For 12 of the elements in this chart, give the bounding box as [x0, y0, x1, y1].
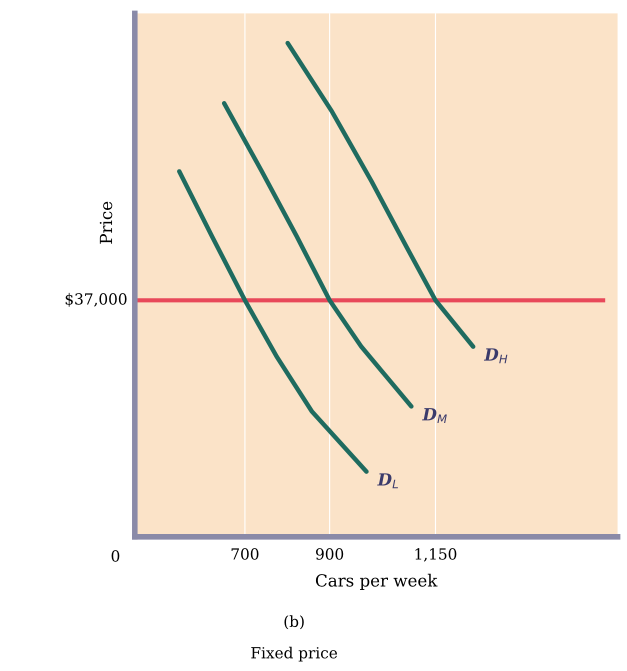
series-label: D$_{H}$: [484, 348, 508, 364]
x-tick-label: 900: [316, 548, 344, 560]
series-label: D$_{L}$: [377, 473, 398, 488]
text: (b): [284, 615, 304, 630]
x-tick-label: 1,150: [415, 548, 456, 562]
x-axis-title: Cars per week: [316, 574, 438, 590]
series-label: D$_{M}$: [422, 408, 447, 424]
y-axis-title: Price: [100, 202, 112, 244]
text: Fixed price: [251, 646, 338, 662]
text: $37,000: [66, 292, 127, 307]
x-tick-label: 700: [232, 548, 258, 560]
text: 0: [112, 550, 120, 562]
